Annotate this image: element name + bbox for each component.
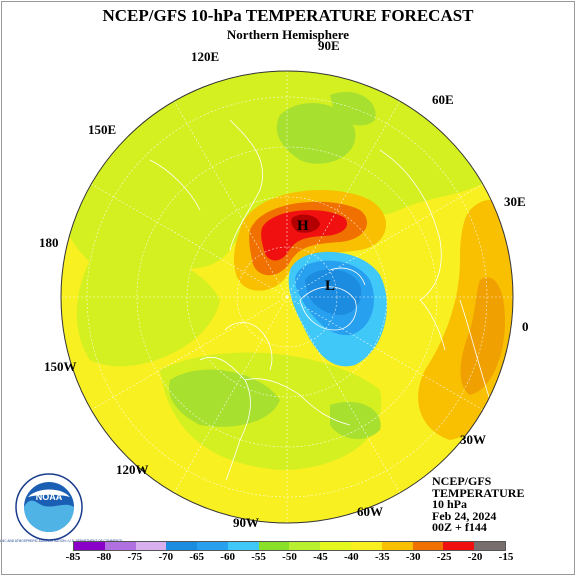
color-swatch	[74, 542, 105, 550]
field-orange-east-core	[460, 277, 505, 395]
lon-label-120e: 120E	[191, 49, 220, 64]
field-green-south2	[330, 401, 381, 440]
graticule	[61, 71, 513, 523]
color-scale-label: -35	[374, 551, 390, 563]
color-scale-label: -40	[344, 551, 359, 563]
color-scale-label: -85	[65, 551, 81, 563]
field-red-high	[261, 210, 348, 261]
lon-label-180: 180	[39, 235, 59, 250]
field-green-north	[276, 103, 356, 164]
field-yellowgreen-north	[61, 71, 513, 270]
color-scale-label: -75	[127, 551, 143, 563]
noaa-logo: NOAA NATIONAL OCEANIC AND ATMOSPHERIC AD…	[0, 473, 122, 543]
color-swatch	[351, 542, 382, 550]
temperature-field	[61, 71, 513, 523]
lon-label-30w: 30W	[460, 432, 486, 447]
lon-label-90w: 90W	[233, 515, 259, 530]
noaa-logo-text: NOAA	[36, 492, 63, 502]
globe-outline	[60, 70, 514, 524]
color-scale-label: -25	[436, 551, 452, 563]
color-swatch	[197, 542, 228, 550]
lon-label-30e: 30E	[504, 194, 526, 209]
color-swatch	[474, 542, 505, 550]
field-blue-dark-low	[305, 269, 362, 315]
color-scale-label: -80	[96, 551, 112, 563]
color-scale-bar	[73, 541, 506, 551]
info-date: Feb 24, 2024	[432, 508, 497, 523]
info-forecast-hour: 00Z + f144	[432, 520, 487, 534]
color-swatch	[258, 542, 290, 550]
color-scale-label: -20	[467, 551, 483, 563]
field-green-north2	[330, 91, 376, 126]
field-darkred-high	[291, 214, 320, 233]
color-scale-label: -70	[158, 551, 174, 563]
color-scale-label: -45	[313, 551, 328, 563]
info-model: NCEP/GFS	[432, 474, 492, 488]
lon-label-0: 0	[522, 319, 529, 334]
color-scale-label: -65	[189, 551, 205, 563]
color-swatch	[104, 542, 136, 550]
lon-label-150w: 150W	[44, 359, 77, 374]
color-swatch	[227, 542, 259, 550]
field-yellowgreen-west	[76, 252, 220, 367]
lon-label-60w: 60W	[357, 504, 383, 519]
low-marker: L	[325, 278, 335, 294]
color-scale-label: -60	[220, 551, 235, 563]
color-scale-label: -15	[498, 551, 514, 563]
lon-label-120w: 120W	[116, 462, 149, 477]
info-variable: TEMPERATURE	[432, 485, 525, 500]
info-level: 10 hPa	[432, 497, 468, 511]
coastlines	[149, 119, 506, 481]
chart-subtitle: Northern Hemisphere	[226, 27, 350, 42]
color-swatch	[135, 542, 167, 550]
high-marker: H	[297, 218, 309, 234]
forecast-info: NCEP/GFS TEMPERATURE 10 hPa Feb 24, 2024…	[432, 474, 525, 534]
color-swatch	[412, 542, 444, 550]
color-scale-label: -30	[405, 551, 421, 563]
chart-title: NCEP/GFS 10-hPa TEMPERATURE FORECAST	[102, 6, 474, 25]
lon-label-60e: 60E	[432, 92, 454, 107]
color-swatch	[320, 542, 352, 550]
color-scale-label: -55	[251, 551, 266, 563]
color-scale-labels: -85 -80 -75 -70 -65 -60 -55 -50 -45 -40 -35 -30 -25 -…	[0, 551, 576, 565]
color-swatch	[166, 542, 198, 550]
color-swatch	[443, 542, 475, 550]
lon-label-90e: 90E	[318, 38, 340, 53]
color-scale-label: -50	[282, 551, 297, 563]
color-swatch	[289, 542, 321, 550]
color-swatch	[381, 542, 413, 550]
lon-label-150e: 150E	[88, 122, 117, 137]
field-green-south	[169, 369, 280, 427]
noaa-logo-ring-text: NATIONAL OCEANIC AND ATMOSPHERIC ADMINIS…	[0, 539, 122, 543]
